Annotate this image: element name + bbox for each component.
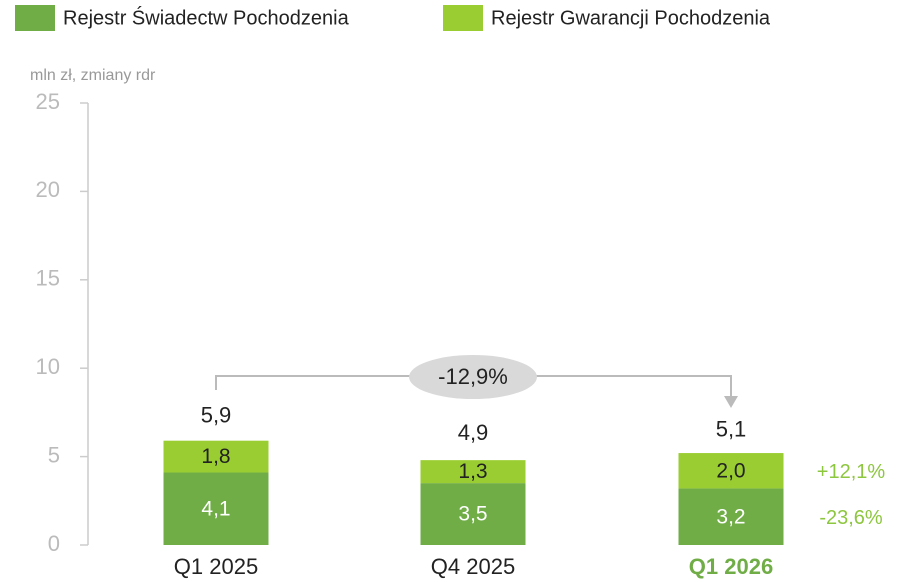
x-tick-label: Q4 2025: [431, 554, 515, 579]
total-label: 4,9: [458, 420, 489, 445]
total-label: 5,9: [201, 403, 232, 428]
change-label: -12,9%: [438, 364, 508, 389]
data-label: 1,3: [458, 460, 487, 483]
y-tick-label: 25: [36, 89, 60, 114]
bar-segment: [420, 483, 526, 545]
x-tick-label: Q1 2026: [689, 554, 773, 579]
x-tick-label: Q1 2025: [174, 554, 258, 579]
series-change: -23,6%: [819, 507, 883, 529]
bar-segment: [163, 472, 269, 545]
change-bubble: [409, 355, 537, 399]
legend-label: Rejestr Gwarancji Pochodzenia: [491, 7, 771, 29]
bar-segment: [420, 460, 526, 484]
y-tick-label: 0: [48, 531, 60, 556]
bar-segment: [678, 453, 784, 489]
data-label: 1,8: [201, 445, 230, 468]
y-axis-label: mln zł, zmiany rdr: [30, 67, 156, 84]
legend-swatch: [443, 5, 483, 31]
y-tick-label: 15: [36, 266, 60, 291]
data-label: 4,1: [201, 497, 230, 520]
total-label: 5,1: [716, 417, 747, 442]
y-tick-label: 10: [36, 354, 60, 379]
bar-segment: [163, 440, 269, 473]
y-tick-label: 5: [48, 442, 60, 467]
data-label: 3,5: [458, 503, 487, 526]
y-tick-label: 20: [36, 177, 60, 202]
arrow-head: [724, 396, 738, 408]
bar-segment: [678, 488, 784, 545]
data-label: 3,2: [716, 505, 745, 528]
series-change: +12,1%: [817, 461, 886, 483]
legend-label: Rejestr Świadectw Pochodzenia: [63, 5, 350, 29]
data-label: 2,0: [716, 459, 745, 482]
legend-swatch: [15, 5, 55, 31]
